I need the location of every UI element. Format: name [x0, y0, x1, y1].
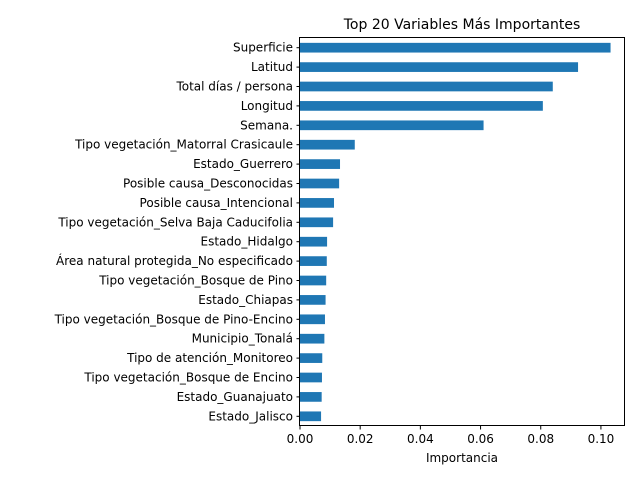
y-tick-label: Tipo vegetación_Matorral Crasicaule: [74, 138, 293, 152]
y-tick-label: Tipo vegetación_Bosque de Pino-Encino: [54, 312, 293, 326]
x-tick-label: 0.10: [588, 432, 615, 446]
x-tick-label: 0.06: [467, 432, 494, 446]
bar: [300, 139, 355, 150]
y-tick-label: Estado_Jalisco: [208, 409, 293, 423]
x-tick-label: 0.08: [527, 432, 554, 446]
x-tick-label: 0.02: [347, 432, 374, 446]
y-tick-label: Total días / persona: [175, 80, 293, 94]
bar: [300, 120, 484, 131]
y-tick-label: Tipo de atención_Monitoreo: [126, 351, 293, 365]
y-tick-label: Tipo vegetación_Selva Baja Caducifolia: [57, 215, 293, 229]
bar: [300, 198, 335, 208]
bar: [300, 62, 579, 72]
y-tick-label: Estado_Chiapas: [198, 293, 293, 307]
y-tick-label: Semana.: [240, 118, 293, 132]
x-tick-label: 0.00: [287, 432, 314, 446]
y-axis-ticks: Superficie Latitud Total días / persona Lon…: [54, 41, 300, 423]
bar: [300, 314, 325, 325]
x-tick-label: 0.04: [407, 432, 434, 446]
y-tick-label: Tipo vegetación_Bosque de Encino: [83, 371, 293, 385]
bar: [300, 42, 611, 53]
bar: [300, 372, 322, 383]
bar: [300, 101, 543, 111]
y-tick-label: Latitud: [251, 60, 293, 74]
bar: [300, 333, 325, 344]
y-tick-label: Tipo vegetación_Bosque de Pino: [98, 274, 293, 288]
bar: [300, 295, 326, 305]
bar: [300, 256, 327, 266]
y-tick-label: Estado_Hidalgo: [201, 235, 293, 249]
bar: [300, 217, 334, 228]
bar: [300, 392, 322, 402]
bars-group: [300, 42, 611, 422]
y-tick-label: Área natural protegida_No especificado: [56, 253, 293, 268]
chart-title: Top 20 Variables Más Importantes: [343, 17, 580, 33]
bar: [300, 178, 340, 189]
plot-frame: [299, 37, 625, 426]
bar: [300, 236, 328, 247]
x-axis-ticks: 0.00 0.02 0.04 0.06 0.08 0.10: [287, 426, 615, 446]
y-tick-label: Superficie: [233, 41, 293, 55]
y-tick-label: Estado_Guerrero: [193, 157, 293, 171]
bar: [300, 411, 322, 422]
bar: [300, 275, 327, 286]
y-tick-label: Posible causa_Desconocidas: [123, 177, 293, 191]
bar: [300, 353, 323, 363]
bar: [300, 81, 553, 92]
bar: [300, 159, 341, 169]
y-tick-label: Longitud: [241, 99, 293, 113]
y-tick-label: Estado_Guanajuato: [177, 390, 293, 404]
y-tick-label: Municipio_Tonalá: [192, 332, 293, 346]
y-tick-label: Posible causa_Intencional: [140, 196, 293, 210]
x-axis-label: Importancia: [426, 451, 498, 465]
